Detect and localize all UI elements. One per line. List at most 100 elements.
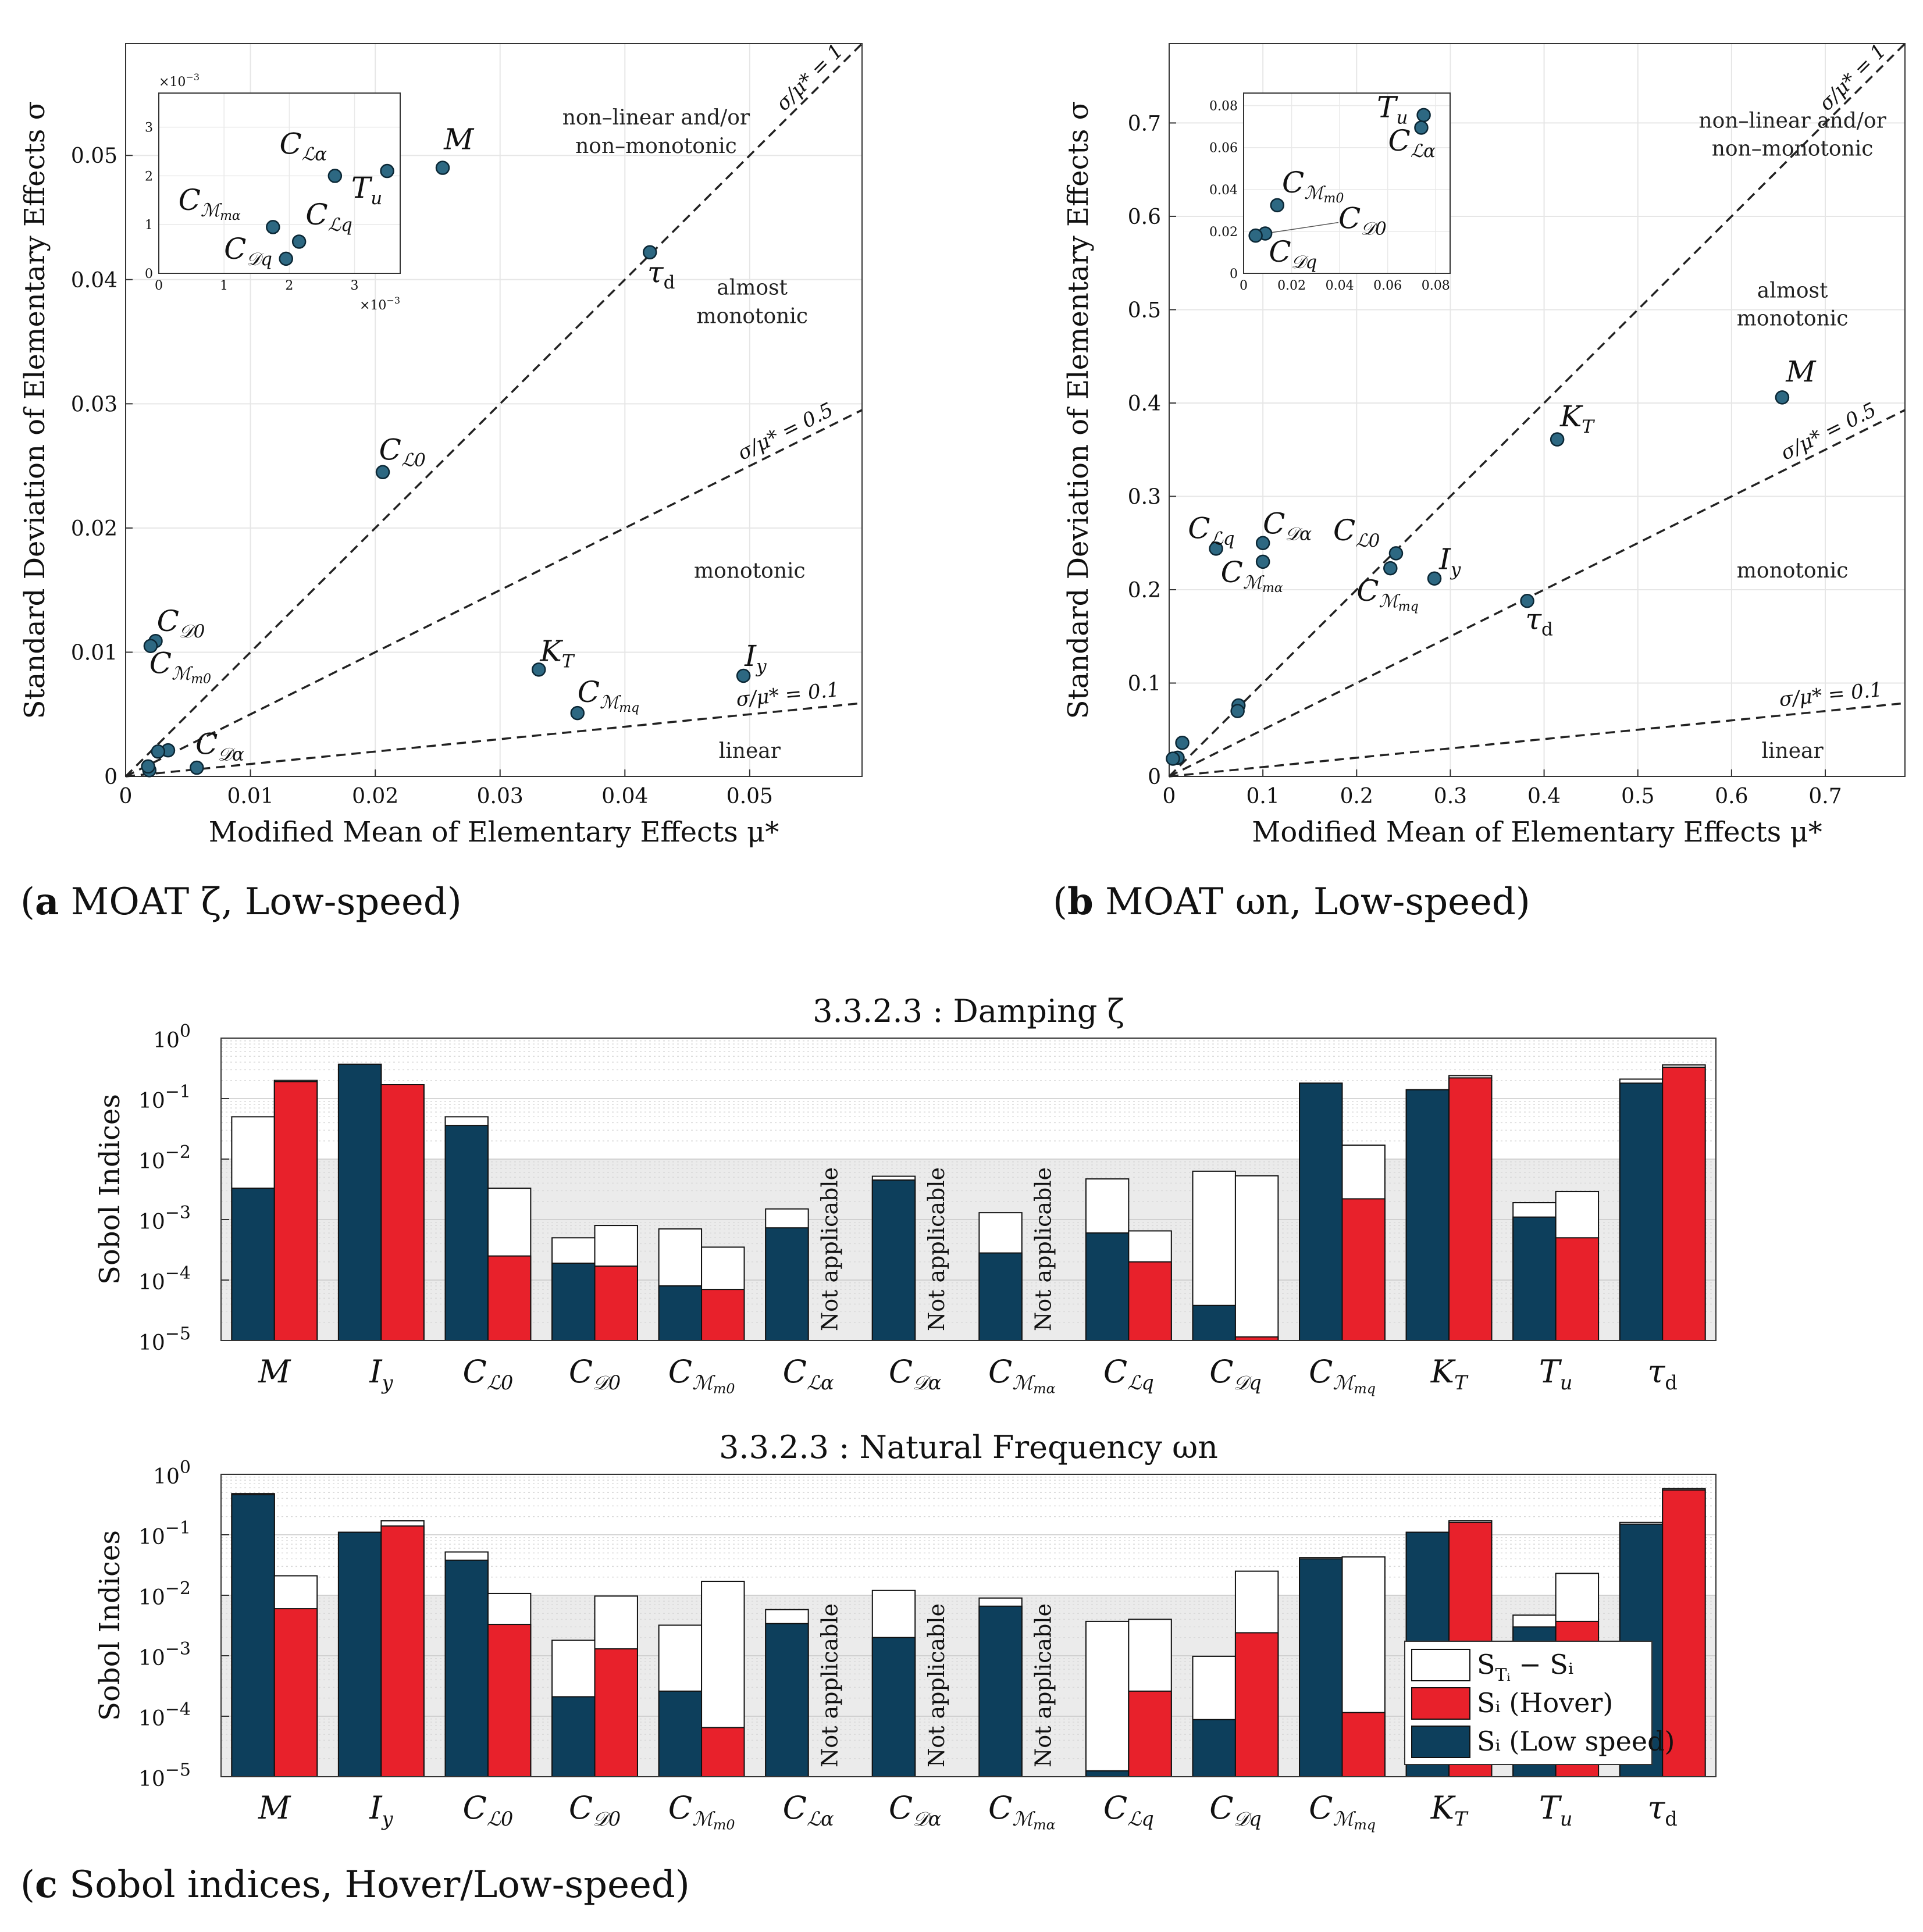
data-point xyxy=(642,245,657,260)
x-tick-label: Cℳmα xyxy=(988,1790,1056,1833)
caption-a: (a MOAT ζ, Low-speed) xyxy=(20,880,462,924)
bar-total-low-speed xyxy=(1085,1620,1130,1777)
bar-si-low-speed xyxy=(658,1285,703,1341)
inset-x-tick-label: 0 xyxy=(155,279,163,293)
bar-si-hover xyxy=(701,1289,745,1342)
region-label: monotonic xyxy=(1737,307,1849,331)
bar-total-hover xyxy=(1234,1175,1279,1341)
point-label: Iy xyxy=(1438,543,1461,580)
data-point xyxy=(375,465,390,480)
bar-si-low-speed xyxy=(444,1559,489,1777)
caption-b-letter: b xyxy=(1067,880,1094,924)
chart-title: 3.3.2.3 : Natural Frequency ωn xyxy=(719,1429,1218,1466)
inset-y-tick-label: 0.02 xyxy=(1209,225,1238,240)
y-tick-label: 0.04 xyxy=(71,269,117,293)
bar-si-low-speed xyxy=(551,1263,596,1341)
x-tick-label: τd xyxy=(1648,1790,1678,1830)
bar-si-low-speed xyxy=(1619,1082,1664,1341)
y-tick-label: 0 xyxy=(1148,765,1161,789)
x-tick-label: 0.03 xyxy=(477,785,524,808)
x-tick-label: C𝒟q xyxy=(1209,1790,1261,1830)
data-point xyxy=(151,744,166,759)
caption-c-letter: c xyxy=(35,1863,58,1906)
bar-si-low-speed xyxy=(231,1494,275,1778)
data-point xyxy=(190,760,204,775)
panel-c-sobol-damping: 100 10−1 10−2 10−3 10−4 10−5 Sobol Indices 3.3.… xyxy=(94,993,1717,1396)
bar-si-hover xyxy=(380,1084,425,1341)
y-tick-label: 0.2 xyxy=(1128,579,1161,603)
x-tick-label: C𝒟α xyxy=(889,1790,942,1830)
bar-si-hover xyxy=(487,1624,532,1777)
x-tick-label: C𝒟q xyxy=(1209,1353,1261,1394)
inset-x-tick-label: 0.06 xyxy=(1373,279,1402,293)
x-tick-label: C𝒟0 xyxy=(569,1353,621,1394)
panel-b-moat-frequency: 0 0.1 0.2 0.3 0.4 0.5 0.6 0.7 0 0.1 0.2 0.3 0.4 0.5 0.… xyxy=(1062,40,1906,849)
point-label: Cℒq xyxy=(1188,512,1234,550)
axes-frame xyxy=(220,1474,1717,1777)
bar-si-low-speed xyxy=(1085,1770,1130,1778)
bar-si-low-speed xyxy=(658,1690,703,1777)
x-tick-label: Tu xyxy=(1539,1353,1573,1394)
bar-si-low-speed xyxy=(1299,1082,1343,1341)
bar-si-hover xyxy=(273,1081,318,1342)
y-tick-label: 10−3 xyxy=(138,1639,191,1670)
region-label: monotonic xyxy=(1737,559,1849,583)
inset-data-point xyxy=(291,234,307,249)
x-tick-label: 0.1 xyxy=(1247,785,1280,808)
data-point xyxy=(1255,536,1270,550)
y-tick-label: 10−5 xyxy=(138,1324,191,1355)
point-label: Cℒ0 xyxy=(379,433,426,470)
x-tick-label: KT xyxy=(1430,1353,1469,1394)
inset-y-tick-label: 0 xyxy=(1230,267,1238,281)
data-point xyxy=(1427,571,1442,586)
x-tick-label: 0 xyxy=(1163,785,1176,808)
data-point xyxy=(1209,541,1223,556)
not-applicable-label: Not applicable xyxy=(924,1167,949,1331)
data-point xyxy=(1230,704,1245,718)
inset-y-tick-label: 1 xyxy=(145,218,153,233)
bar-si-hover xyxy=(487,1255,532,1342)
region-label: almost xyxy=(717,276,788,300)
y-tick-label: 10−1 xyxy=(138,1082,191,1113)
y-tick-label: 10−1 xyxy=(138,1518,191,1549)
inset-y-tick-label: 0.08 xyxy=(1209,99,1238,114)
y-tick-label: 10−2 xyxy=(138,1142,191,1174)
x-tick-label: Cℳmq xyxy=(1309,1353,1376,1396)
x-tick-label: KT xyxy=(1430,1790,1469,1830)
reference-line xyxy=(1168,42,1906,778)
bar-si-low-speed xyxy=(978,1252,1023,1342)
bar-si-hover xyxy=(1662,1067,1706,1342)
y-tick-label: 0 xyxy=(104,765,117,789)
panel-a-moat-damping: 0 0.01 0.02 0.03 0.04 0.05 0 0.01 0.02 0.03 0.04 0.… xyxy=(19,40,863,849)
x-tick-label: Cℒq xyxy=(1103,1790,1154,1830)
bar-si-low-speed xyxy=(765,1227,809,1341)
bar-si-low-speed xyxy=(337,1531,382,1777)
bar-si-low-speed xyxy=(1512,1216,1557,1341)
x-tick-label: 0.4 xyxy=(1527,785,1561,808)
y-tick-label: 0.02 xyxy=(71,517,117,541)
point-label: C𝒟α xyxy=(195,728,244,765)
point-label: τd xyxy=(647,255,675,293)
region-label: non–linear and/or xyxy=(562,106,750,130)
inset-data-point xyxy=(1416,108,1431,123)
bar-si-low-speed xyxy=(871,1179,916,1342)
bar-si-low-speed xyxy=(551,1696,596,1778)
x-tick-label: Cℳmq xyxy=(1309,1790,1376,1833)
bar-si-low-speed xyxy=(1192,1304,1236,1341)
x-tick-label: Cℒα xyxy=(783,1353,834,1394)
point-label: Cℳmα xyxy=(1221,555,1283,596)
inset-area xyxy=(1244,93,1450,273)
point-label: C𝒟α xyxy=(1263,507,1312,545)
bar-si-low-speed xyxy=(1192,1719,1236,1777)
reference-line xyxy=(124,42,863,778)
bar-si-hover xyxy=(1128,1261,1172,1341)
legend-label: Sᵢ (Hover) xyxy=(1477,1687,1613,1719)
point-label: Cℳm0 xyxy=(149,647,211,687)
y-tick-label: 10−5 xyxy=(138,1760,191,1791)
not-applicable-label: Not applicable xyxy=(1031,1603,1056,1767)
y-tick-label: 10−4 xyxy=(138,1699,191,1731)
x-tick-label: 0.7 xyxy=(1808,785,1842,808)
point-label: Cℒ0 xyxy=(1333,514,1380,551)
bar-si-low-speed xyxy=(444,1125,489,1341)
